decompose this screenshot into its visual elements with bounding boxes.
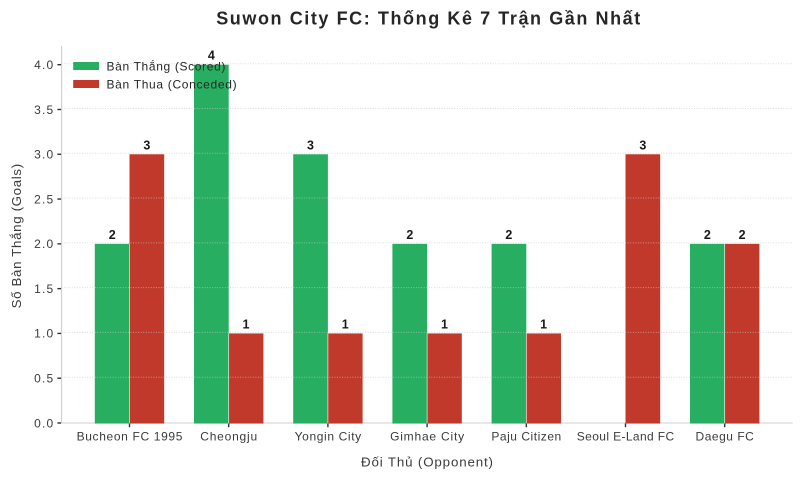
svg-text:2: 2 <box>704 228 711 242</box>
svg-text:Bàn Thua (Conceded): Bàn Thua (Conceded) <box>107 77 238 91</box>
svg-text:1.0: 1.0 <box>34 327 54 341</box>
svg-text:Yongin City: Yongin City <box>295 430 362 444</box>
svg-text:2: 2 <box>406 228 413 242</box>
svg-text:0.0: 0.0 <box>34 416 54 430</box>
svg-text:4: 4 <box>208 49 215 63</box>
svg-text:Bucheon FC 1995: Bucheon FC 1995 <box>77 430 183 444</box>
svg-text:2: 2 <box>109 228 116 242</box>
svg-text:4.0: 4.0 <box>34 58 54 72</box>
svg-text:1.5: 1.5 <box>34 282 54 296</box>
svg-text:Seoul E-Land FC: Seoul E-Land FC <box>577 430 675 444</box>
svg-text:Suwon City FC: Thống Kê 7 Trận: Suwon City FC: Thống Kê 7 Trận Gần Nhất <box>216 8 642 28</box>
svg-text:2.0: 2.0 <box>34 237 54 251</box>
svg-text:Gimhae City: Gimhae City <box>390 430 465 444</box>
svg-text:3.5: 3.5 <box>34 103 54 117</box>
svg-text:Daegu FC: Daegu FC <box>696 430 755 444</box>
svg-text:1: 1 <box>243 317 250 331</box>
svg-text:2: 2 <box>505 228 512 242</box>
svg-text:Cheongju: Cheongju <box>200 430 258 444</box>
svg-text:0.5: 0.5 <box>34 372 54 386</box>
svg-text:1: 1 <box>540 317 547 331</box>
svg-text:Số Bàn Thắng (Goals): Số Bàn Thắng (Goals) <box>9 163 24 308</box>
svg-text:3: 3 <box>143 138 150 152</box>
svg-text:Bàn Thắng (Scored): Bàn Thắng (Scored) <box>107 58 227 73</box>
svg-text:1: 1 <box>441 317 448 331</box>
svg-text:3: 3 <box>307 138 314 152</box>
svg-text:3.0: 3.0 <box>34 148 54 162</box>
svg-text:Đối Thủ (Opponent): Đối Thủ (Opponent) <box>361 454 494 469</box>
svg-text:2: 2 <box>739 228 746 242</box>
svg-text:1: 1 <box>342 317 349 331</box>
svg-text:3: 3 <box>639 138 646 152</box>
svg-text:2.5: 2.5 <box>34 192 54 206</box>
svg-text:Paju Citizen: Paju Citizen <box>491 430 561 444</box>
